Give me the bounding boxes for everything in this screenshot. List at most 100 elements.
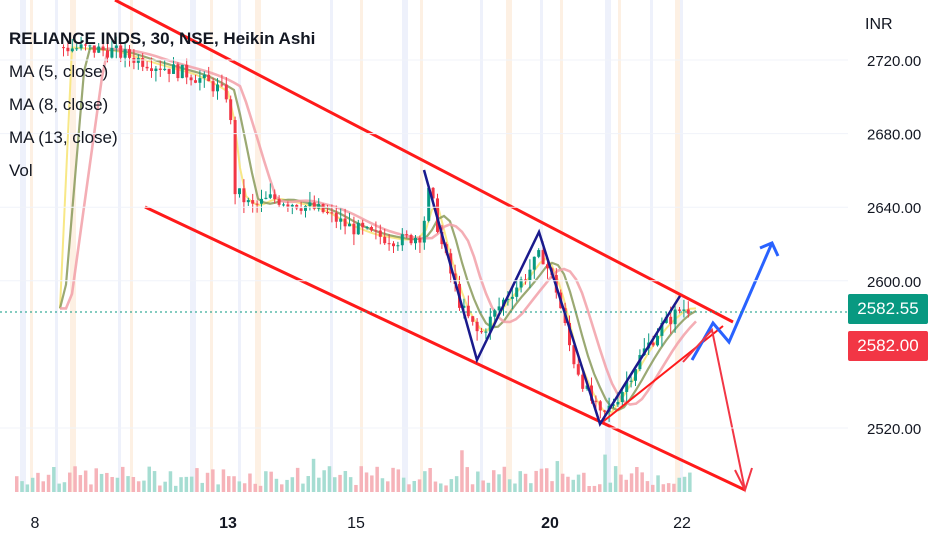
candle-body: [603, 410, 607, 412]
volume-bar: [523, 473, 528, 492]
volume-bar: [237, 481, 242, 492]
candle-body: [92, 45, 96, 53]
symbol-title[interactable]: RELIANCE INDS, 30, NSE, Heikin Ashi: [9, 29, 316, 48]
volume-bar: [121, 466, 125, 492]
y-tick-label: 2600.00: [867, 274, 921, 291]
session-band: [605, 0, 611, 492]
candle-body: [229, 99, 233, 121]
volume-bar: [656, 475, 660, 492]
candle-body: [286, 204, 290, 207]
volume-bar: [555, 461, 560, 492]
projection-down-arrow[interactable]: [682, 327, 746, 491]
y-tick-label: 2680.00: [867, 127, 921, 144]
channel-lower-line[interactable]: [144, 205, 746, 492]
candle-body: [123, 49, 127, 58]
candle-body: [330, 212, 334, 214]
candle-body: [475, 321, 479, 332]
volume-bar: [688, 472, 692, 492]
volume-bar: [57, 483, 61, 492]
candle-body: [202, 74, 206, 79]
candle-body: [101, 46, 105, 51]
volume-bar: [338, 474, 342, 492]
candle-body: [356, 222, 360, 235]
candle-body: [62, 47, 65, 49]
volume-bar: [232, 476, 236, 492]
currency-label: INR: [865, 16, 893, 33]
session-band: [70, 0, 76, 492]
session-band: [480, 0, 483, 492]
candle-body: [629, 380, 633, 382]
zigzag-pattern[interactable]: [422, 169, 682, 427]
volume-bar: [582, 472, 586, 492]
volume-bar: [25, 484, 30, 492]
volume-bar: [152, 471, 157, 492]
projection-up-arrowhead: [759, 241, 780, 257]
session-band: [55, 0, 58, 492]
candle-body: [365, 227, 369, 229]
session-band: [360, 0, 363, 492]
indicator-volume[interactable]: Vol: [9, 161, 33, 180]
volume-bar: [68, 472, 72, 492]
candle-body: [581, 374, 585, 389]
candle-body: [546, 264, 549, 269]
x-tick-label: 8: [31, 515, 40, 532]
candle-body: [110, 47, 114, 58]
volume-bar: [460, 450, 464, 492]
volume-bar: [195, 468, 199, 492]
candle-body: [273, 194, 277, 200]
indicator-ma5[interactable]: MA (5, close): [9, 62, 109, 81]
candle-body: [462, 305, 466, 308]
candle-body: [251, 200, 255, 204]
volume-bar: [301, 483, 305, 492]
volume-bar: [401, 477, 406, 492]
channel-upper-line[interactable]: [114, 0, 734, 324]
volume-bar: [603, 454, 607, 492]
volume-bar: [444, 485, 448, 492]
x-axis: 8 13 15 20 22: [31, 515, 691, 532]
candle-body: [418, 237, 422, 243]
candle-body: [651, 342, 655, 346]
candle-body: [66, 47, 70, 52]
candle-body: [185, 64, 189, 78]
indicator-ma8[interactable]: MA (8, close): [9, 95, 109, 114]
volume-bar: [189, 476, 194, 492]
volume-bar: [502, 466, 507, 492]
volume-bar: [174, 485, 178, 492]
volume-bar: [417, 479, 422, 492]
volume-bar: [476, 471, 480, 492]
indicator-ma13[interactable]: MA (13, close): [9, 128, 118, 147]
volume-bar: [105, 472, 109, 492]
candle-body: [150, 68, 153, 71]
candle-body: [84, 44, 87, 46]
candle-body: [114, 45, 118, 48]
session-band: [680, 0, 683, 492]
ma8-line: [58, 47, 697, 412]
volume-bar: [571, 479, 575, 492]
x-tick-label: 20: [541, 515, 559, 532]
candle-body: [70, 48, 74, 52]
candle-body: [308, 202, 312, 207]
candle-body: [334, 212, 338, 222]
candle-body: [466, 305, 470, 317]
volume-bar: [131, 476, 136, 492]
volume-bar: [529, 483, 533, 492]
volume-bar: [274, 478, 279, 492]
candle-body: [682, 309, 686, 311]
volume-bar: [73, 466, 77, 492]
candle-body: [255, 203, 259, 205]
volume-bar: [380, 478, 385, 492]
projection-up-arrow[interactable]: [690, 242, 774, 361]
candle-body: [343, 218, 347, 227]
candle-body: [378, 230, 382, 237]
candle-body: [176, 64, 180, 79]
volume-bar: [518, 471, 522, 492]
candle-body: [572, 345, 576, 365]
candle-body: [352, 223, 356, 235]
candle-body: [233, 120, 237, 195]
volume-bar: [136, 481, 141, 492]
candle-body: [295, 204, 299, 209]
candle-body: [515, 287, 519, 297]
candle-body: [488, 316, 492, 332]
volume-bar: [507, 479, 512, 492]
